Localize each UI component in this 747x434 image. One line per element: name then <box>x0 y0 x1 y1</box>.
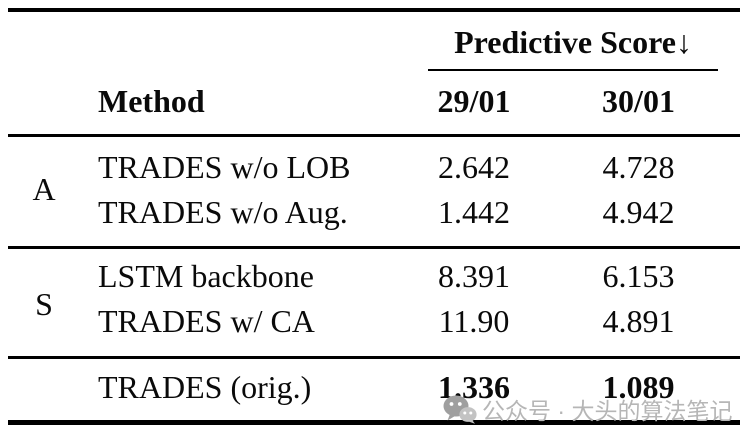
spanner-underline <box>428 69 718 71</box>
score-value: 11.90 <box>438 303 510 339</box>
method-name: TRADES (orig.) <box>98 369 312 405</box>
method-name: TRADES w/o Aug. <box>98 194 348 230</box>
score-value: 6.153 <box>602 258 675 294</box>
column-header-date2: 30/01 <box>602 83 675 119</box>
watermark-text: 公众号 · 大头的算法笔记 <box>482 398 733 424</box>
method-name: TRADES w/o LOB <box>98 149 351 185</box>
group-s-bottom-rule <box>8 356 740 359</box>
score-value: 4.891 <box>602 303 675 339</box>
group-label-s: S <box>35 286 53 322</box>
spanner-header-predictive-score: Predictive Score↓ <box>454 24 692 60</box>
header-bottom-rule <box>8 134 740 137</box>
score-value-best: 1.089 <box>602 369 675 405</box>
score-value: 8.391 <box>438 258 510 294</box>
table-row: TRADES w/o LOB 2.642 4.728 <box>0 145 747 190</box>
method-name: TRADES w/ CA <box>98 303 315 339</box>
wechat-icon <box>443 394 477 424</box>
score-value: 2.642 <box>438 149 510 185</box>
score-value: 4.728 <box>602 149 675 185</box>
table-row-final: TRADES (orig.) 1.336 1.089 <box>0 365 747 410</box>
group-a-bottom-rule <box>8 246 740 249</box>
method-name: LSTM backbone <box>98 258 314 294</box>
score-value: 4.942 <box>602 194 675 230</box>
top-rule <box>8 8 740 12</box>
header-row: Method 29/01 30/01 <box>0 79 747 124</box>
column-header-date1: 29/01 <box>437 83 511 119</box>
bottom-rule <box>8 420 740 425</box>
group-label-a: A <box>32 171 56 207</box>
table-row: TRADES w/o Aug. 1.442 4.942 <box>0 190 747 235</box>
table-row: LSTM backbone 8.391 6.153 <box>0 254 747 299</box>
watermark: 公众号 · 大头的算法笔记 <box>443 391 732 427</box>
column-header-method: Method <box>98 83 205 119</box>
table-row: TRADES w/ CA 11.90 4.891 <box>0 299 747 344</box>
score-value: 1.442 <box>438 194 510 230</box>
